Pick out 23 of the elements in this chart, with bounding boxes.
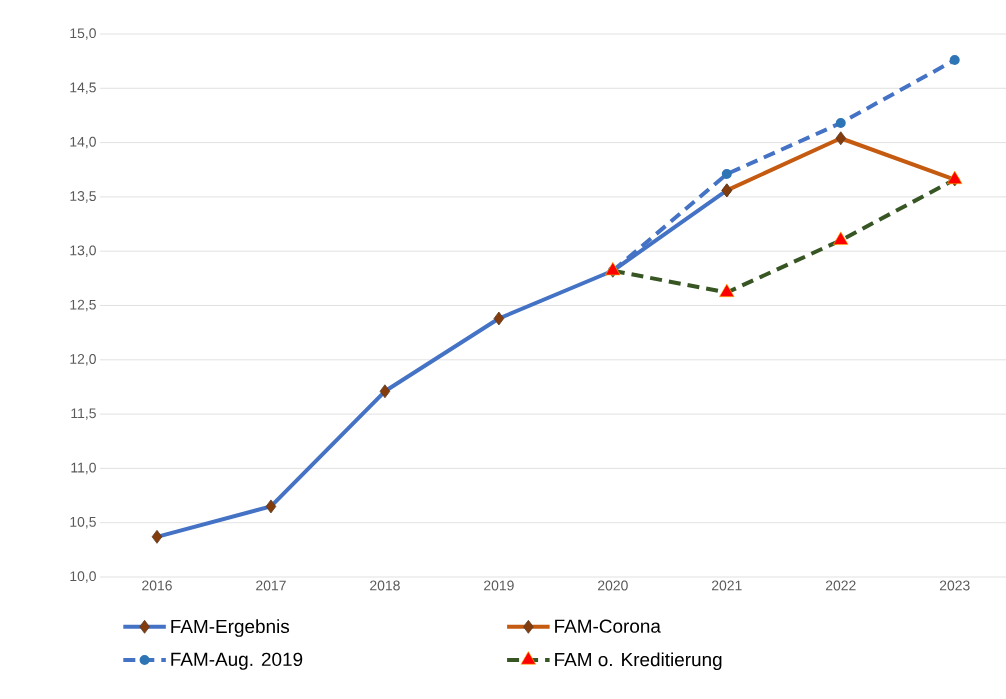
y-tick-label: 10,5 xyxy=(70,516,96,529)
y-tick-label: 14,0 xyxy=(70,136,96,149)
x-tick-label: 2020 xyxy=(598,580,628,591)
legend-label: FAM o. Kreditierung xyxy=(555,652,722,671)
x-tick-label: 2019 xyxy=(484,580,514,591)
x-tick-label: 2016 xyxy=(142,580,172,591)
y-tick-label: 14,5 xyxy=(70,82,96,94)
y-tick-label: 13,5 xyxy=(70,191,96,203)
x-tick-label: 2022 xyxy=(825,580,856,591)
legend-label: FAM-Corona xyxy=(555,619,661,633)
x-tick-label: 2017 xyxy=(256,580,286,591)
x-tick-label: 2018 xyxy=(370,580,400,591)
y-tick-label: 11,5 xyxy=(71,408,96,420)
y-tick-label: 12,5 xyxy=(70,299,96,312)
y-tick-label: 10,0 xyxy=(70,571,96,583)
y-tick-label: 12,0 xyxy=(70,354,96,366)
y-tick-label: 11,0 xyxy=(71,462,96,475)
legend-label: FAM-Ergebnis xyxy=(171,619,290,637)
x-tick-label: 2021 xyxy=(711,580,742,591)
y-tick-label: 15,0 xyxy=(70,28,96,40)
y-tick-label: 13,0 xyxy=(70,245,96,257)
legend-label: FAM-Aug. 2019 xyxy=(171,652,303,670)
x-tick-label: 2023 xyxy=(939,580,970,591)
